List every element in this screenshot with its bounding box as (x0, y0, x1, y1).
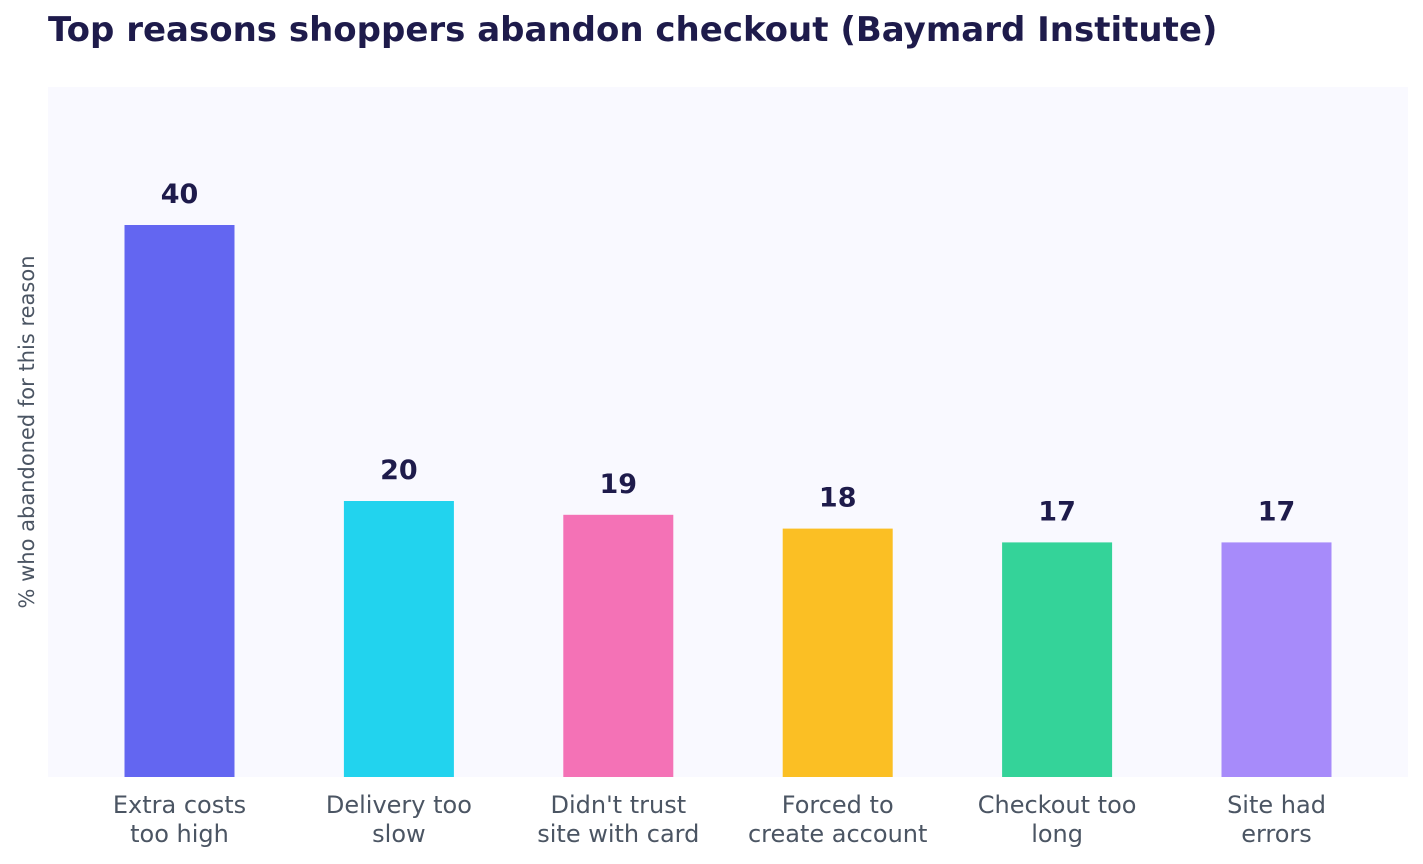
x-tick-label: Delivery too slow (326, 791, 472, 848)
bar-value-label: 17 (1038, 496, 1076, 527)
x-tick-labels-group: Extra costs too high Delivery too slow Didn'… (113, 791, 1326, 848)
x-tick-label: Site had errors (1227, 791, 1326, 848)
plot-background (48, 87, 1408, 777)
x-tick-label: Forced to create account (748, 791, 927, 848)
bar-value-label: 20 (380, 455, 418, 486)
bar (1002, 542, 1113, 777)
x-tick-label: Didn't trust site with card (537, 791, 699, 848)
bar-value-label: 17 (1258, 496, 1296, 527)
x-tick-label: Checkout too long (978, 791, 1137, 848)
bar (1221, 542, 1332, 777)
bar-value-label: 40 (161, 179, 199, 210)
bar (124, 225, 235, 777)
bar-value-label: 18 (819, 483, 857, 514)
bar (563, 514, 674, 777)
chart-title: Top reasons shoppers abandon checkout (B… (48, 10, 1218, 50)
bar (782, 528, 893, 777)
x-tick-label: Extra costs too high (113, 791, 246, 848)
bar-value-label: 19 (600, 469, 638, 500)
value-labels-group: 40 20 19 18 17 17 (161, 179, 1296, 527)
bar (343, 501, 454, 777)
bars-group (124, 225, 1332, 777)
